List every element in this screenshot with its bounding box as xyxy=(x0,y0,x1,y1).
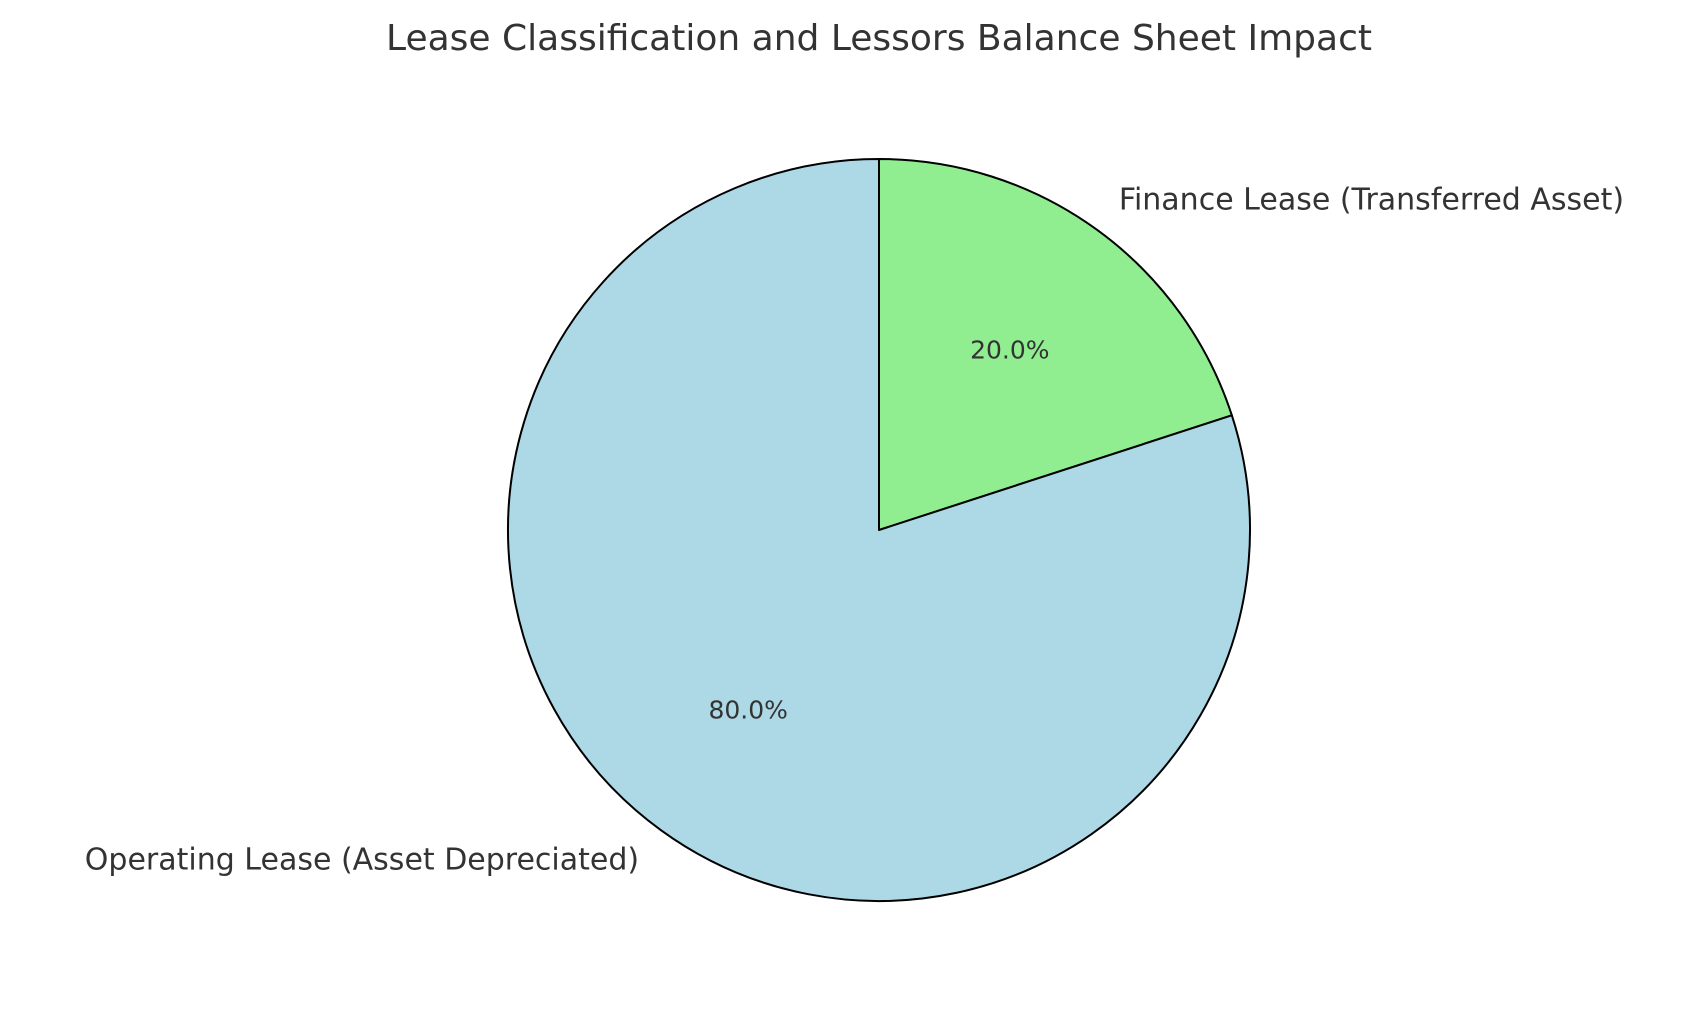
chart-title: Lease Classification and Lessors Balance… xyxy=(386,18,1372,59)
pie-labels: 20.0% Finance Lease (Transferred Asset) 80… xyxy=(85,182,1624,877)
pie-category-label-operating-lease-asset-depreciated: Operating Lease (Asset Depreciated) xyxy=(85,843,639,878)
pie-slices xyxy=(507,158,1251,902)
pie-slice-finance-lease-transferred-asset xyxy=(878,158,1233,531)
pie-percent-label-operating-lease-asset-depreciated: 80.0% xyxy=(708,696,787,725)
pie-percent-label-finance-lease-transferred-asset: 20.0% xyxy=(970,335,1049,364)
pie-slice-operating-lease-asset-depreciated xyxy=(507,158,1251,902)
pie-category-label-finance-lease-transferred-asset: Finance Lease (Transferred Asset) xyxy=(1119,182,1624,217)
